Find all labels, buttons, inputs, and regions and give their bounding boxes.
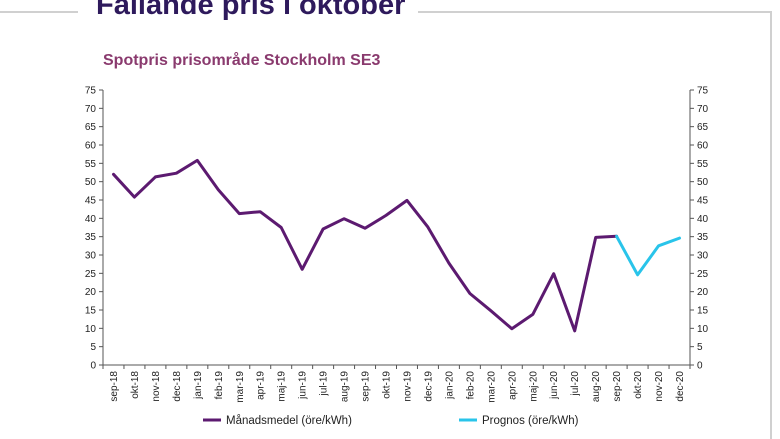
x-tick-label: feb-20 [465, 371, 476, 400]
y-tick-label-right: 25 [697, 269, 709, 280]
y-tick-label-left: 10 [85, 324, 97, 335]
y-tick-label-left: 40 [85, 214, 97, 225]
y-tick-label-right: 45 [697, 196, 709, 207]
legend-label: Prognos (öre/kWh) [482, 415, 579, 427]
y-tick-label-right: 15 [697, 306, 709, 317]
y-tick-label-left: 20 [85, 287, 97, 298]
y-tick-label-right: 70 [697, 104, 709, 115]
x-tick-label: dec-19 [423, 371, 434, 402]
y-tick-label-left: 70 [85, 104, 97, 115]
x-tick-label: sep-18 [109, 371, 120, 402]
y-tick-label-left: 25 [85, 269, 97, 280]
y-tick-label-right: 0 [697, 361, 703, 372]
y-tick-label-right: 65 [697, 122, 709, 133]
slide-title: Fallande pris i oktober [96, 0, 406, 21]
x-tick-label: dec-18 [172, 371, 183, 402]
y-tick-label-right: 30 [697, 251, 709, 262]
y-tick-label-left: 75 [85, 86, 97, 97]
x-tick-label: jan-19 [193, 371, 204, 400]
series-line-manadsmedel [112, 158, 619, 333]
y-tick-label-left: 60 [85, 141, 97, 152]
x-tick-label: okt-19 [382, 371, 393, 399]
y-tick-label-right: 20 [697, 287, 709, 298]
y-tick-label-right: 75 [697, 86, 709, 97]
y-tick-label-right: 50 [697, 177, 709, 188]
x-tick-label: apr-20 [507, 371, 518, 400]
x-tick-label: okt-18 [130, 371, 141, 399]
series-line-prognos [615, 234, 681, 277]
x-tick-label: maj-20 [528, 371, 539, 402]
x-tick-label: mar-19 [235, 371, 246, 403]
x-tick-label: maj-19 [277, 371, 288, 402]
x-tick-label: nov-18 [151, 371, 162, 402]
y-tick-label-left: 45 [85, 196, 97, 207]
x-tick-label: jun-19 [298, 371, 309, 400]
x-tick-label: apr-19 [256, 371, 267, 400]
y-tick-label-left: 15 [85, 306, 97, 317]
y-tick-label-right: 5 [697, 342, 703, 353]
x-tick-label: okt-20 [633, 371, 644, 399]
x-tick-label: dec-20 [675, 371, 686, 402]
y-tick-label-left: 30 [85, 251, 97, 262]
y-tick-label-left: 50 [85, 177, 97, 188]
y-tick-label-right: 10 [697, 324, 709, 335]
y-tick-label-right: 60 [697, 141, 709, 152]
y-tick-label-left: 35 [85, 232, 97, 243]
x-tick-label: jan-20 [444, 371, 455, 400]
decorative-line-right [418, 11, 770, 13]
x-tick-label: jul-20 [570, 371, 581, 397]
chart-title: Spotpris prisområde Stockholm SE3 [103, 52, 381, 69]
x-tick-label: jul-19 [319, 371, 330, 397]
y-tick-label-right: 40 [697, 214, 709, 225]
x-tick-label: sep-19 [361, 371, 372, 402]
decorative-line-left [0, 11, 78, 13]
y-tick-label-left: 5 [90, 342, 96, 353]
x-tick-label: mar-20 [486, 371, 497, 403]
x-tick-label: nov-20 [654, 371, 665, 402]
x-tick-label: feb-19 [214, 371, 225, 400]
y-tick-label-left: 0 [90, 361, 96, 372]
y-tick-label-right: 35 [697, 232, 709, 243]
legend-label: Månadsmedel (öre/kWh) [226, 415, 352, 427]
x-tick-label: aug-20 [591, 371, 602, 403]
x-tick-label: sep-20 [612, 371, 623, 402]
decorative-line-vertical [770, 11, 772, 439]
y-tick-label-left: 65 [85, 122, 97, 133]
x-tick-label: jun-20 [549, 371, 560, 400]
x-tick-label: aug-19 [340, 371, 351, 403]
x-tick-label: nov-19 [402, 371, 413, 402]
y-tick-label-right: 55 [697, 159, 709, 170]
y-tick-label-left: 55 [85, 159, 97, 170]
